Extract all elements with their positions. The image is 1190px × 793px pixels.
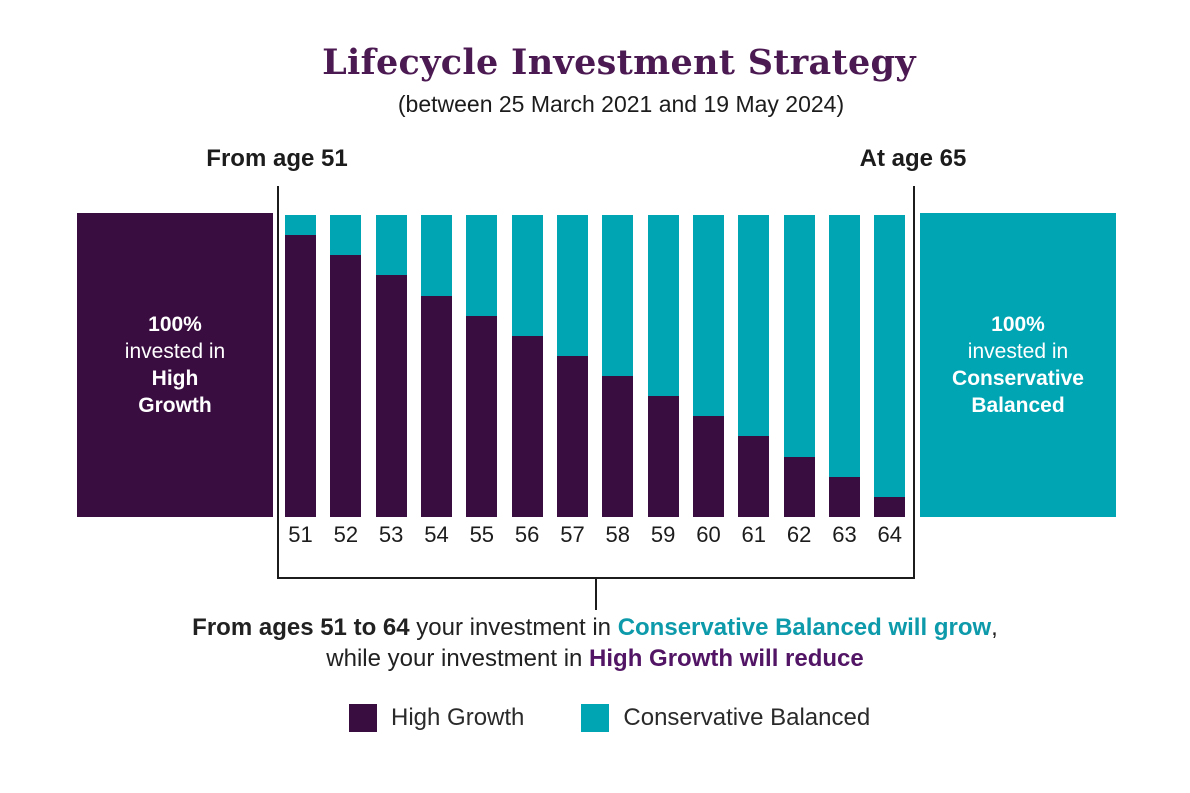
legend: High Growth Conservative Balanced bbox=[349, 704, 870, 732]
segment-conservative-balanced bbox=[692, 215, 724, 417]
box-line-percent: 100% bbox=[991, 313, 1045, 336]
caption-line-1: From ages 51 to 64 your investment in Co… bbox=[0, 612, 1190, 643]
age-tick-label-56: 56 bbox=[514, 522, 540, 547]
segment-high-growth bbox=[330, 255, 362, 517]
segment-conservative-balanced bbox=[285, 215, 316, 236]
high-growth-swatch bbox=[349, 704, 377, 732]
segment-conservative-balanced bbox=[602, 215, 634, 376]
age-tick-label-57: 57 bbox=[560, 522, 585, 547]
segment-high-growth bbox=[602, 375, 634, 517]
legend-label-conservative-balanced: Conservative Balanced bbox=[623, 704, 871, 731]
bar-age-60 bbox=[692, 215, 724, 517]
age-tick-label-62: 62 bbox=[786, 522, 812, 547]
caption-conservative-highlight: Conservative Balanced will grow bbox=[617, 614, 992, 641]
segment-high-growth bbox=[556, 356, 588, 517]
box-line-invested-in: invested in bbox=[124, 340, 226, 363]
segment-high-growth bbox=[692, 416, 724, 517]
bar-age-54 bbox=[420, 215, 452, 517]
caption-line-2: while your investment in High Growth wil… bbox=[0, 643, 1190, 674]
age-tick-label-52: 52 bbox=[333, 522, 359, 547]
high-growth-100-box: 100% invested in High Growth bbox=[77, 213, 273, 517]
segment-conservative-balanced bbox=[828, 215, 860, 477]
segment-high-growth bbox=[783, 456, 815, 517]
bar-age-57 bbox=[556, 215, 588, 517]
age-tick-label-64: 64 bbox=[877, 522, 903, 547]
age-tick-label-60: 60 bbox=[696, 522, 721, 547]
bar-age-59 bbox=[647, 215, 679, 517]
age-tick-label-53: 53 bbox=[378, 522, 404, 547]
box-line-invested-in: invested in bbox=[967, 340, 1069, 363]
segment-conservative-balanced bbox=[466, 215, 498, 316]
segment-high-growth bbox=[647, 396, 679, 517]
bracket-left-line bbox=[277, 186, 279, 579]
bar-age-51 bbox=[285, 215, 316, 517]
caption-ages-range: From ages 51 to 64 bbox=[192, 614, 410, 641]
bar-age-62 bbox=[783, 215, 815, 517]
segment-conservative-balanced bbox=[420, 215, 452, 296]
box-line-fund-name-1: High bbox=[151, 367, 199, 390]
caption-prefix-text: while your investment in bbox=[326, 645, 590, 672]
segment-high-growth bbox=[738, 436, 770, 517]
age-tick-label-51: 51 bbox=[288, 522, 313, 547]
segment-conservative-balanced bbox=[330, 215, 362, 256]
segment-high-growth bbox=[874, 496, 906, 517]
box-line-fund-name-1: Conservative bbox=[952, 367, 1084, 390]
age-tick-label-55: 55 bbox=[469, 522, 495, 547]
bar-age-63 bbox=[828, 215, 860, 517]
legend-item-conservative-balanced: Conservative Balanced bbox=[581, 704, 870, 732]
segment-conservative-balanced bbox=[511, 215, 543, 336]
caption-high-growth-highlight: High Growth will reduce bbox=[589, 645, 864, 672]
segment-high-growth bbox=[466, 315, 498, 517]
chart-caption: From ages 51 to 64 your investment in Co… bbox=[0, 612, 1190, 674]
conservative-balanced-swatch bbox=[581, 704, 610, 732]
segment-conservative-balanced bbox=[874, 215, 906, 497]
segment-conservative-balanced bbox=[556, 215, 588, 357]
caption-comma: , bbox=[991, 614, 998, 641]
bar-age-58 bbox=[602, 215, 634, 517]
box-line-fund-name-2: Balanced bbox=[971, 394, 1065, 417]
page-subtitle: (between 25 March 2021 and 19 May 2024) bbox=[397, 91, 845, 117]
bar-age-52 bbox=[330, 215, 362, 517]
bracket-center-tick bbox=[595, 579, 597, 610]
bracket-bottom-line bbox=[277, 577, 915, 579]
segment-high-growth bbox=[375, 275, 407, 517]
segment-high-growth bbox=[511, 335, 543, 517]
segment-high-growth bbox=[828, 476, 860, 517]
legend-item-high-growth: High Growth bbox=[349, 704, 524, 732]
segment-conservative-balanced bbox=[375, 215, 407, 276]
segment-conservative-balanced bbox=[738, 215, 770, 437]
age-tick-label-54: 54 bbox=[424, 522, 449, 547]
segment-conservative-balanced bbox=[647, 215, 679, 397]
box-line-fund-name-2: Growth bbox=[138, 394, 212, 417]
at-age-65-label: At age 65 bbox=[859, 145, 967, 172]
box-line-percent: 100% bbox=[148, 313, 202, 336]
bar-age-64 bbox=[874, 215, 906, 517]
stacked-bars-area bbox=[285, 215, 907, 517]
bar-age-53 bbox=[375, 215, 407, 517]
legend-label-high-growth: High Growth bbox=[391, 704, 525, 731]
segment-high-growth bbox=[420, 295, 452, 517]
segment-high-growth bbox=[285, 235, 316, 517]
age-tick-label-59: 59 bbox=[650, 522, 676, 547]
bar-age-56 bbox=[511, 215, 543, 517]
bar-age-55 bbox=[466, 215, 498, 517]
page-title: Lifecycle Investment Strategy bbox=[322, 42, 916, 83]
age-tick-label-58: 58 bbox=[605, 522, 631, 547]
age-tick-label-63: 63 bbox=[832, 522, 857, 547]
from-age-51-label: From age 51 bbox=[206, 145, 348, 172]
segment-conservative-balanced bbox=[783, 215, 815, 457]
age-tick-label-61: 61 bbox=[741, 522, 767, 547]
bracket-right-line bbox=[913, 186, 915, 579]
caption-mid-text: your investment in bbox=[409, 614, 618, 641]
conservative-balanced-100-box: 100% invested in Conservative Balanced bbox=[920, 213, 1116, 517]
bar-age-61 bbox=[738, 215, 770, 517]
